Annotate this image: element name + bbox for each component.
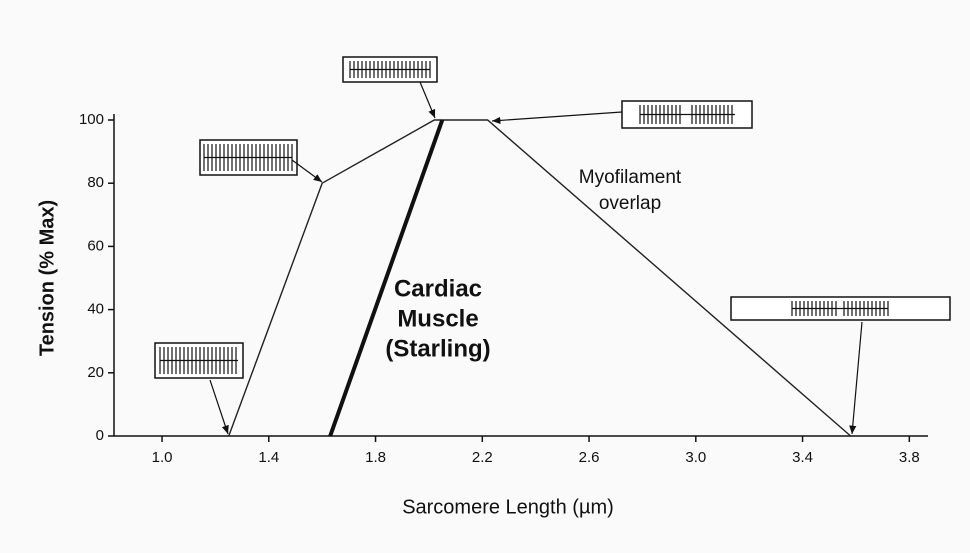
sarcomere-icon bbox=[155, 343, 243, 378]
x-tick-label: 2.2 bbox=[472, 449, 493, 466]
y-tick-label: 20 bbox=[87, 364, 104, 381]
y-axis-title: Tension (% Max) bbox=[36, 200, 58, 356]
sarcomere-icon bbox=[200, 140, 297, 175]
y-tick-label: 80 bbox=[87, 174, 104, 191]
page-background bbox=[0, 0, 970, 553]
annotation: Myofilament bbox=[579, 167, 682, 188]
sarcomere-icon bbox=[622, 101, 752, 128]
annotation: (Starling) bbox=[385, 335, 490, 362]
chart: Sarcomere Length (µm) Tension (% Max) 0 2… bbox=[0, 0, 970, 553]
x-tick-label: 1.0 bbox=[152, 449, 173, 466]
x-tick-label: 3.8 bbox=[899, 449, 920, 466]
x-tick-label: 1.4 bbox=[258, 449, 279, 466]
y-tick-label: 40 bbox=[87, 301, 104, 318]
x-tick-label: 3.0 bbox=[685, 449, 706, 466]
annotation: Cardiac bbox=[394, 275, 482, 302]
x-tick-label: 1.8 bbox=[365, 449, 386, 466]
y-tick-label: 60 bbox=[87, 237, 104, 254]
y-tick-label: 0 bbox=[96, 427, 104, 444]
annotation: Muscle bbox=[397, 305, 478, 332]
sarcomere-icon bbox=[731, 297, 950, 320]
sarcomere-icon bbox=[343, 57, 437, 82]
x-axis-title: Sarcomere Length (µm) bbox=[402, 496, 614, 518]
annotation: overlap bbox=[599, 193, 661, 214]
x-tick-label: 2.6 bbox=[579, 449, 600, 466]
y-tick-label: 100 bbox=[79, 111, 104, 128]
x-tick-label: 3.4 bbox=[792, 449, 813, 466]
